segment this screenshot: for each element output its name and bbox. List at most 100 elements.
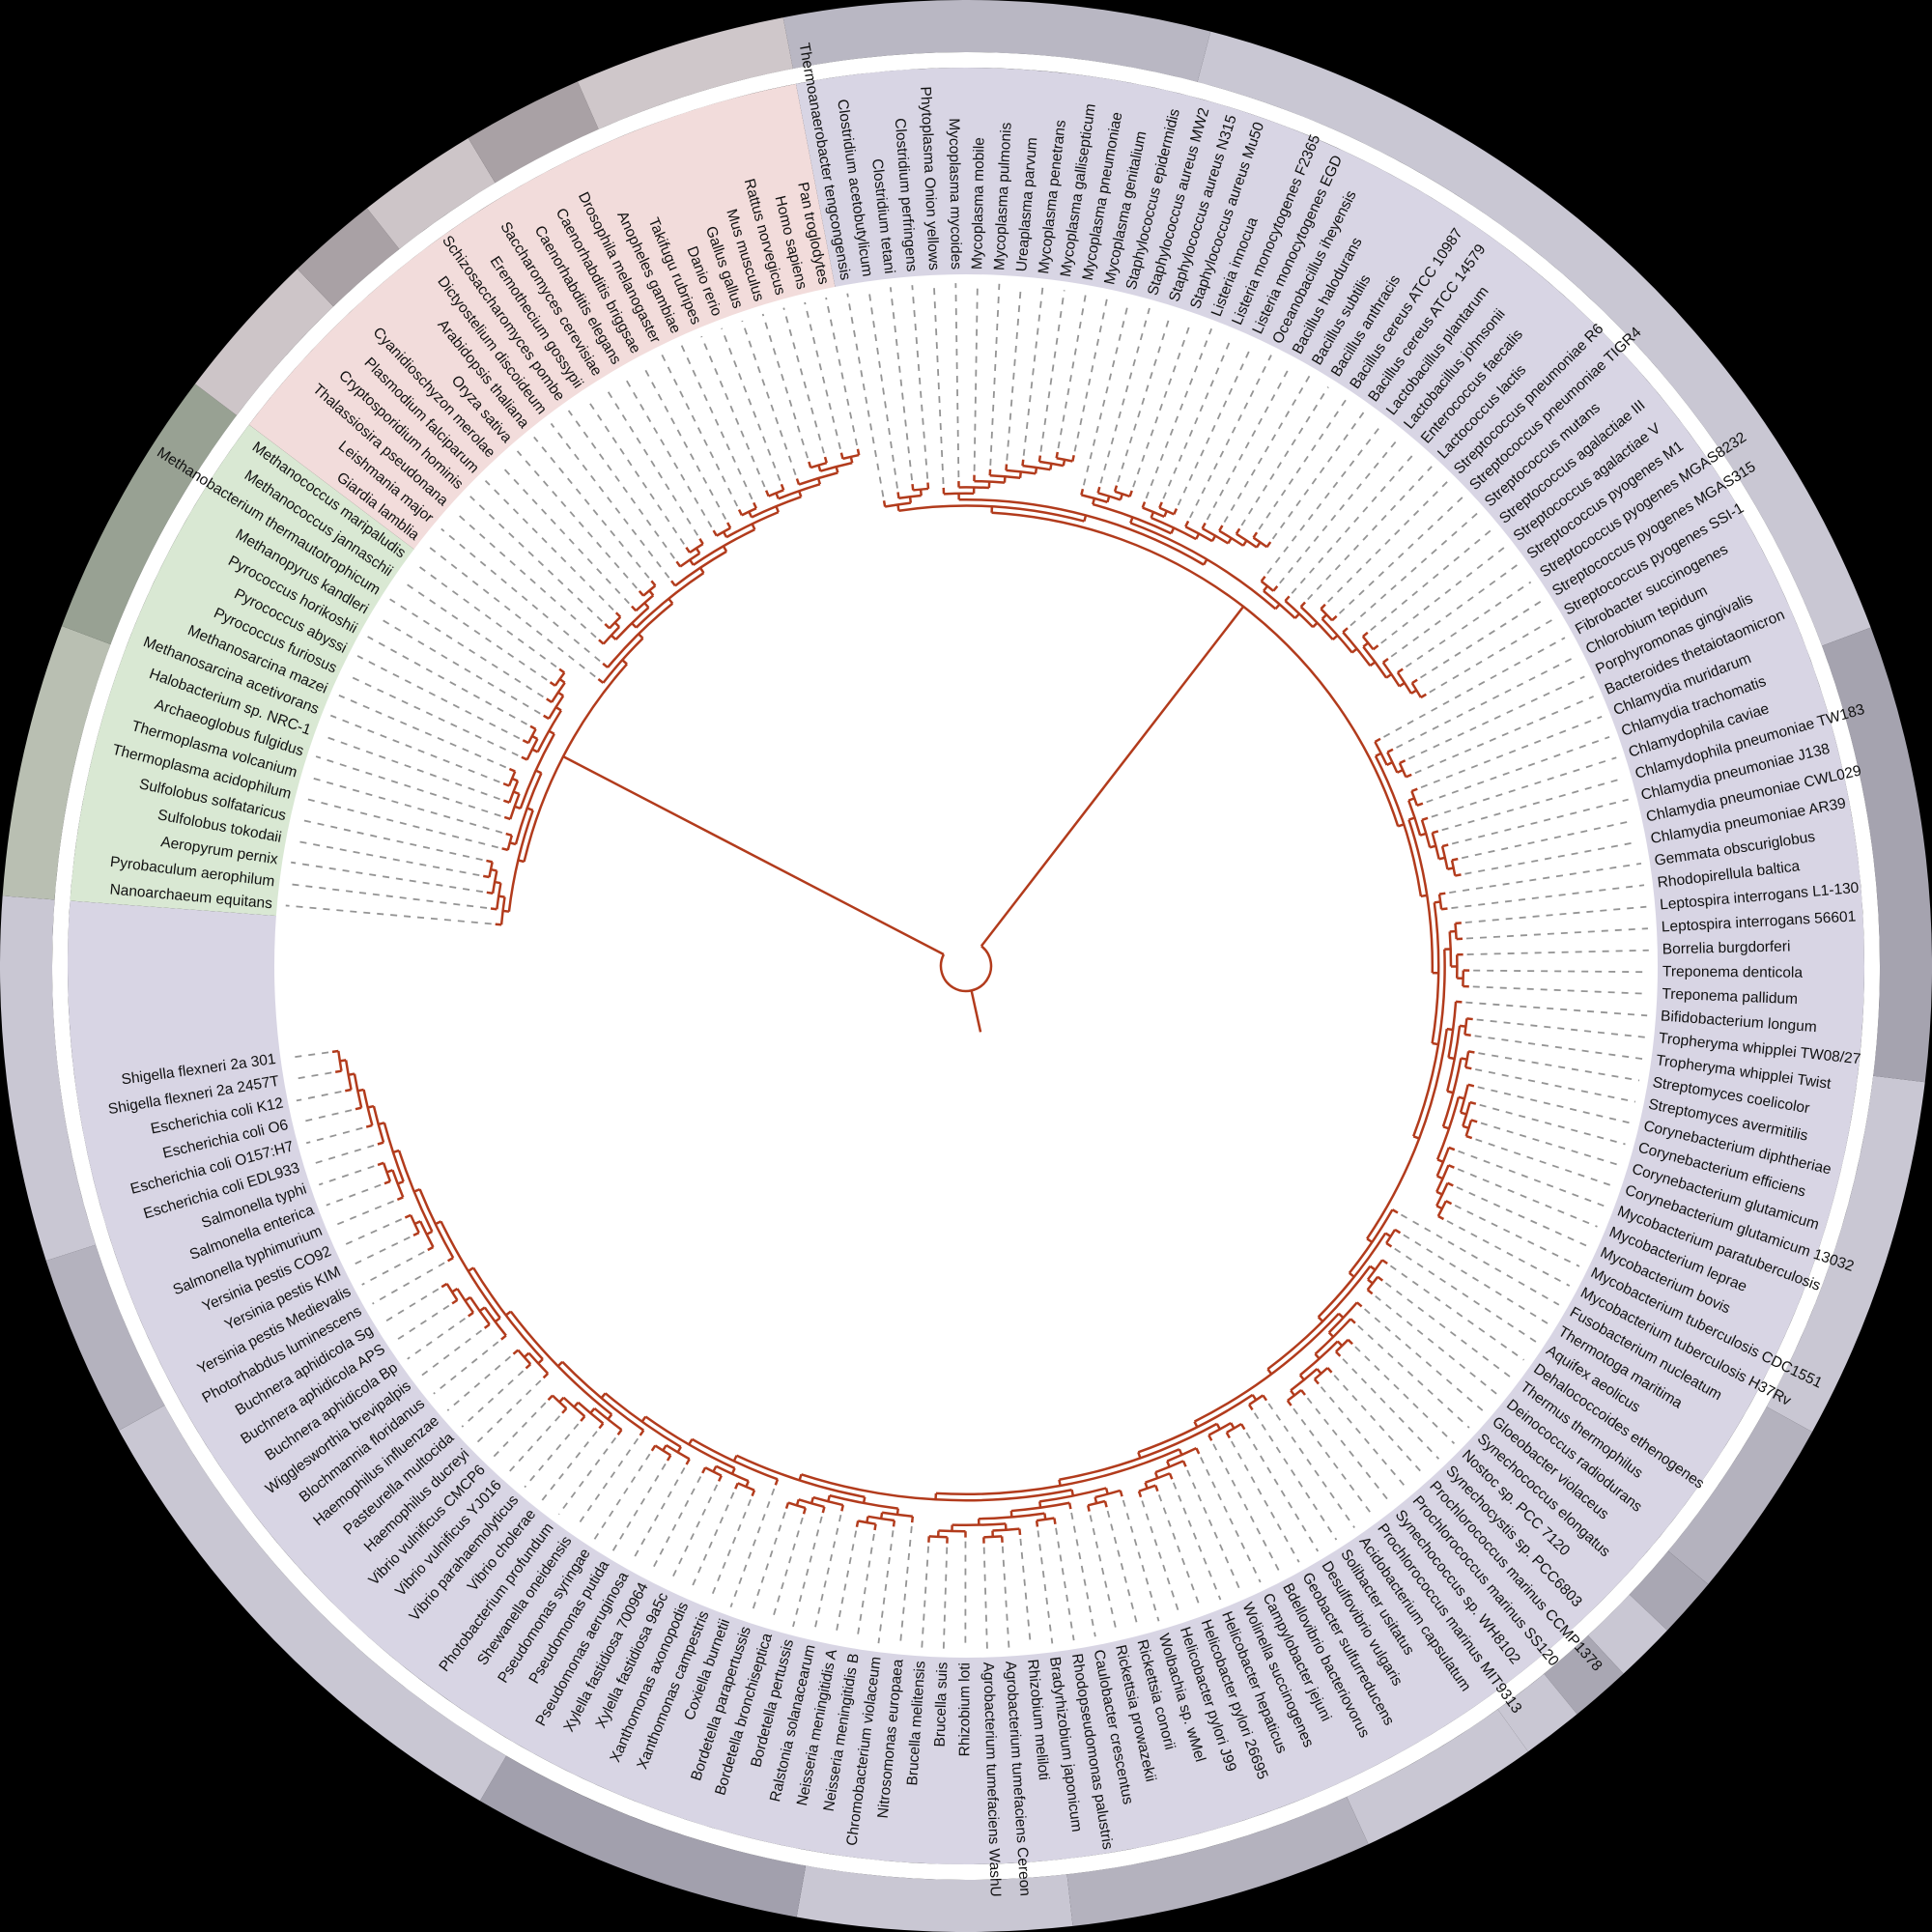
branch — [396, 1196, 404, 1202]
leaf-guide — [1223, 375, 1311, 524]
branch — [1405, 773, 1412, 779]
leaf-label[interactable]: Treponema pallidum — [1662, 985, 1798, 1008]
leaf-guide — [1431, 756, 1617, 818]
leaf-guide — [1400, 1213, 1560, 1306]
leaf-guide — [1441, 777, 1624, 832]
clade-arc — [1218, 529, 1244, 547]
leaf-guide — [1426, 736, 1610, 804]
leaf-guide — [911, 285, 929, 479]
clade-arc — [1317, 1232, 1387, 1319]
branch — [1342, 627, 1349, 634]
leaf-guide — [1464, 840, 1638, 875]
clade-arc — [913, 487, 929, 492]
clade-arc — [536, 709, 562, 753]
leaf-guide — [323, 734, 500, 801]
branch — [808, 461, 812, 469]
leaf-guide — [1466, 949, 1649, 955]
branch — [547, 1394, 554, 1402]
leaf-label[interactable]: Rhizobium loti — [956, 1662, 973, 1756]
branch — [502, 799, 510, 804]
branch — [926, 482, 930, 490]
clade-arc — [418, 1188, 455, 1259]
leaf-label[interactable]: Mycoplasma mycoides — [946, 118, 964, 270]
leaf-guide — [1157, 1494, 1202, 1608]
branch — [1265, 541, 1272, 548]
branch — [795, 478, 801, 485]
leaf-guide — [604, 385, 699, 536]
branch — [753, 501, 758, 509]
clade-arc — [609, 615, 622, 630]
leaf-label[interactable]: Borrelia burgdorferi — [1662, 938, 1791, 957]
clade-arc — [509, 1310, 613, 1416]
ring-segment — [1066, 1797, 1369, 1926]
branch — [780, 483, 785, 491]
branch — [1184, 520, 1190, 527]
leaf-label[interactable]: Mycoplasma mobile — [969, 137, 987, 270]
branch — [698, 537, 704, 545]
branch — [675, 560, 682, 568]
clade-arc — [691, 1437, 779, 1481]
branch — [1347, 1338, 1353, 1346]
leaf-guide — [593, 1453, 651, 1540]
clade-arc — [736, 1454, 866, 1498]
ring-segment — [468, 81, 599, 184]
branch — [823, 456, 828, 464]
branch — [751, 1490, 756, 1497]
branch — [650, 580, 657, 587]
leaf-label[interactable]: Brucella suis — [932, 1662, 952, 1747]
leaf-guide — [641, 363, 727, 520]
branch — [490, 907, 497, 911]
leaf-guide — [982, 1547, 988, 1649]
ring-segment — [1197, 31, 1871, 646]
clade-arc — [397, 1150, 434, 1233]
leaf-guide — [407, 1318, 466, 1360]
branch — [1372, 644, 1379, 651]
branch — [1239, 1423, 1246, 1431]
branch — [1420, 693, 1428, 699]
leaf-guide — [771, 1517, 804, 1622]
leaf-guide — [394, 1304, 450, 1342]
leaf-guide — [329, 714, 500, 783]
leaf-guide — [1189, 355, 1272, 519]
leaf-guide — [661, 354, 739, 507]
branch — [1386, 748, 1394, 753]
leaf-guide — [973, 283, 979, 471]
clade-arc — [644, 1415, 736, 1470]
root-stem — [970, 990, 982, 1033]
leaf-guide — [1162, 336, 1233, 499]
branch — [639, 1429, 645, 1436]
branch — [1397, 668, 1404, 674]
ring-segment — [796, 1865, 1073, 1932]
leaf-guide — [1001, 1546, 1010, 1648]
leaf-guide — [1291, 451, 1417, 594]
leaf-guide — [303, 797, 498, 849]
branch — [1208, 1435, 1213, 1441]
leaf-guide — [1407, 675, 1585, 760]
branch — [558, 668, 566, 674]
clade-arc — [419, 1220, 435, 1248]
branch — [1410, 787, 1418, 793]
ring-segment — [1629, 1550, 1709, 1631]
leaf-guide — [1240, 386, 1329, 526]
clade-arc — [1193, 1312, 1340, 1423]
leaf-guide — [1279, 437, 1400, 584]
branch — [1362, 631, 1369, 638]
branch — [597, 677, 605, 684]
clade-arc — [1374, 755, 1423, 896]
branch — [1058, 1479, 1062, 1487]
branch — [1366, 1289, 1374, 1295]
leaf-label[interactable]: Treponema denticola — [1662, 963, 1804, 980]
ring-segment — [62, 384, 238, 645]
branch — [482, 874, 490, 879]
branch — [505, 832, 513, 838]
leaf-guide — [1266, 423, 1383, 575]
branch — [331, 1049, 339, 1054]
clade-arc — [1059, 1422, 1218, 1481]
leaf-guide — [446, 1355, 511, 1411]
branch — [774, 1478, 780, 1486]
branch — [1201, 522, 1207, 529]
clade-arc — [1412, 949, 1446, 1137]
branch — [1096, 486, 1101, 494]
clade-arc — [440, 1220, 501, 1320]
